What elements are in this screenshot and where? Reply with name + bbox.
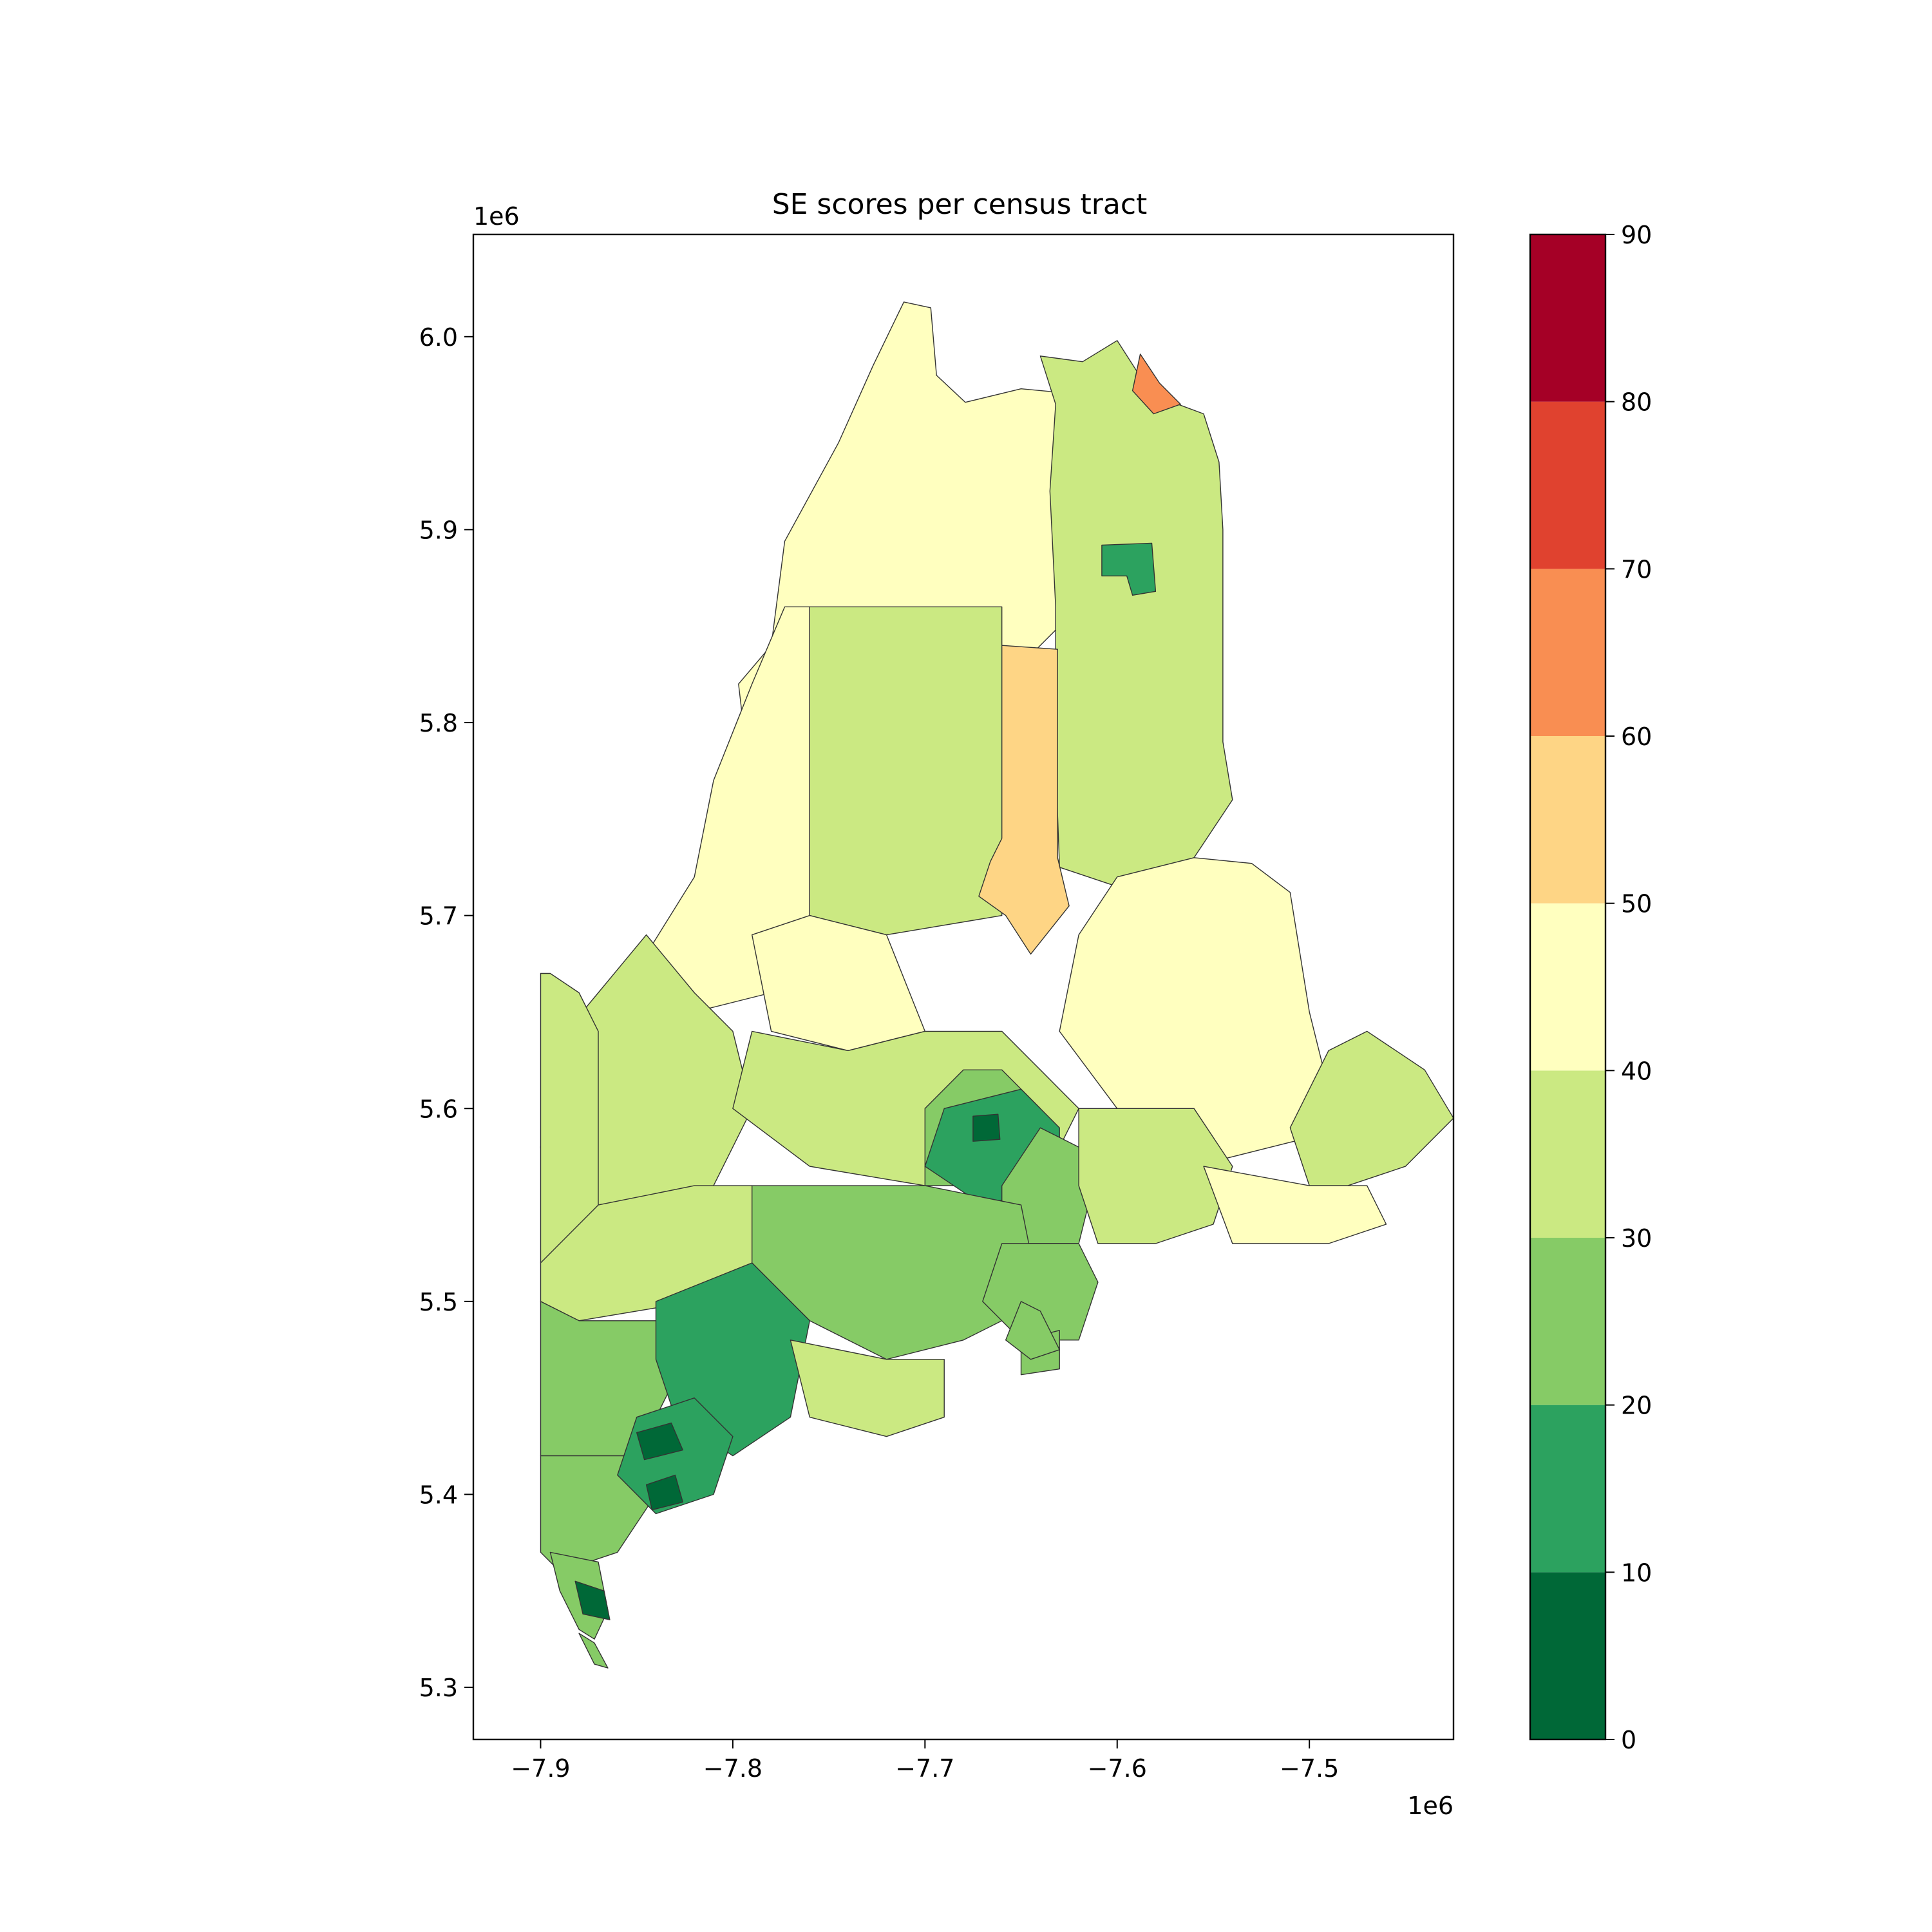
region-highlands-tract — [751, 914, 926, 1052]
region-portland-south-tract — [645, 1474, 684, 1511]
y-offset-label: 1e6 — [473, 202, 520, 231]
colorbar-frame — [1529, 233, 1607, 1741]
y-axis: 5.3 5.4 5.5 5.6 5.7 5.8 5.9 6.0 — [419, 323, 473, 1702]
colorbar-bin — [1530, 234, 1605, 402]
x-tick-label: −7.9 — [511, 1754, 570, 1783]
colorbar-tick-label: 50 — [1621, 890, 1652, 918]
colorbar-tick-label: 0 — [1621, 1726, 1636, 1754]
colorbar-tick-label: 90 — [1621, 221, 1652, 249]
colorbar-bin — [1530, 401, 1605, 569]
y-tick-label: 5.3 — [419, 1674, 458, 1702]
colorbar-bin — [1530, 1070, 1605, 1238]
region-northeast-dark-tract — [1101, 542, 1157, 596]
chart-title: SE scores per census tract — [772, 188, 1148, 221]
region-kittery-tract — [578, 1633, 609, 1669]
y-tick-label: 5.4 — [419, 1481, 458, 1509]
colorbar — [1530, 234, 1605, 1739]
region-northeast-orange-tract — [1132, 354, 1181, 415]
y-tick-label: 5.5 — [419, 1288, 458, 1316]
region-mid-island-tract — [1005, 1301, 1060, 1360]
map-regions — [540, 301, 1454, 1669]
region-central-orange-tract — [978, 645, 1070, 955]
region-north-central-tract — [809, 606, 1003, 936]
colorbar-tick-label: 20 — [1621, 1392, 1652, 1420]
colorbar-tick-label: 60 — [1621, 723, 1652, 751]
x-offset-label: 1e6 — [1407, 1792, 1454, 1820]
region-portland-core-tract — [636, 1422, 684, 1461]
y-tick-label: 5.8 — [419, 709, 458, 737]
colorbar-tick-label: 10 — [1621, 1558, 1652, 1587]
x-tick-label: −7.7 — [895, 1754, 954, 1783]
region-downeast-coast-tract — [982, 1243, 1099, 1341]
y-tick-label: 5.9 — [419, 516, 458, 544]
region-southern-dark-tract — [574, 1580, 611, 1620]
colorbar-bin — [1530, 1572, 1605, 1739]
colorbar-ticks: 0 10 20 30 40 50 60 70 80 90 — [1605, 221, 1652, 1754]
region-washington-tract — [1078, 1108, 1233, 1244]
y-tick-label: 5.7 — [419, 902, 458, 931]
colorbar-tick-label: 30 — [1621, 1224, 1652, 1253]
x-tick-label: −7.6 — [1088, 1754, 1147, 1783]
colorbar-bin — [1530, 569, 1605, 736]
region-bangor-core-tract — [972, 1113, 1001, 1142]
colorbar-tick-label: 80 — [1621, 388, 1652, 417]
y-tick-label: 6.0 — [419, 323, 458, 352]
colorbar-tick-label: 40 — [1621, 1057, 1652, 1085]
x-tick-label: −7.8 — [703, 1754, 762, 1783]
colorbar-bin — [1530, 1405, 1605, 1573]
region-east-coast-tract — [1203, 1166, 1387, 1244]
x-axis: −7.9 −7.8 −7.7 −7.6 −7.5 — [511, 1739, 1339, 1783]
colorbar-bin — [1530, 736, 1605, 904]
x-tick-label: −7.5 — [1280, 1754, 1339, 1783]
axes-frame — [472, 233, 1455, 1741]
region-coast-tract — [790, 1340, 945, 1437]
region-western-upper-tract — [645, 606, 811, 1013]
region-northeast-tract — [1039, 340, 1233, 887]
region-coastal-east-tract — [1289, 1030, 1454, 1186]
colorbar-bin — [1530, 1238, 1605, 1405]
colorbar-tick-label: 70 — [1621, 555, 1652, 583]
y-tick-label: 5.6 — [419, 1095, 458, 1123]
colorbar-bin — [1530, 903, 1605, 1071]
